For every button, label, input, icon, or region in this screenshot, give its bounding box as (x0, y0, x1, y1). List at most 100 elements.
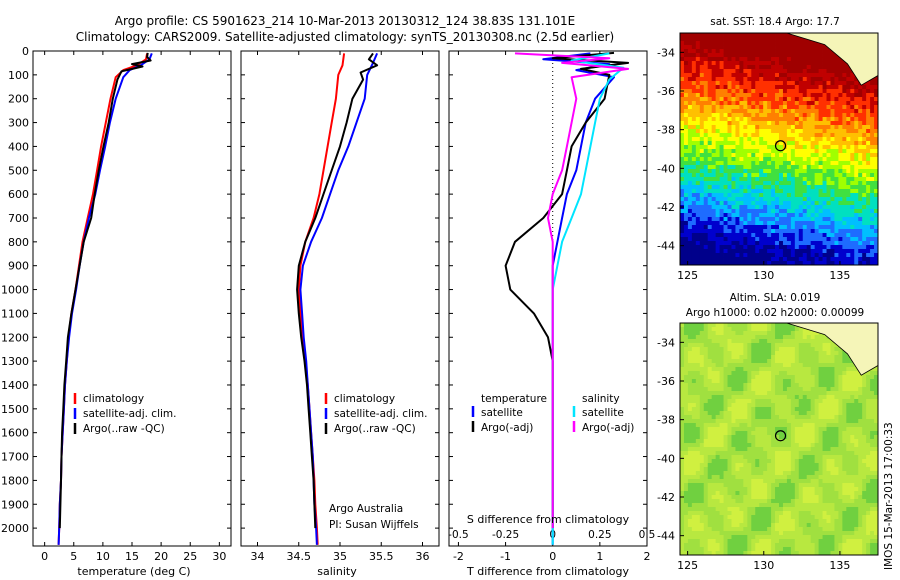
map-cell (683, 157, 689, 162)
map-cell (862, 157, 867, 162)
map-cell (786, 101, 792, 106)
map-cell (727, 359, 732, 364)
map-cell (794, 49, 800, 54)
map-cell (680, 141, 685, 146)
map-cell (858, 109, 863, 114)
map-cell (691, 213, 697, 218)
map-cell (715, 335, 720, 340)
map-cell (707, 209, 713, 214)
map-cell (715, 245, 720, 250)
map-cell (775, 245, 780, 250)
map-cell (810, 387, 816, 392)
map-cell (739, 145, 744, 150)
map-cell (687, 193, 693, 198)
map-cell (747, 53, 752, 58)
map-cell (830, 117, 835, 122)
map-cell (806, 451, 812, 456)
map-cell (830, 205, 835, 210)
map-cell (755, 363, 760, 368)
map-cell (699, 157, 705, 162)
map-cell (767, 411, 772, 416)
map-cell (866, 201, 871, 206)
map-cell (699, 97, 705, 102)
map-cell (798, 73, 804, 78)
map-cell (822, 245, 827, 250)
map-cell (759, 249, 764, 254)
map-cell (830, 109, 835, 114)
map-cell (723, 189, 728, 194)
temperature-xlabel: temperature (deg C) (77, 565, 190, 578)
x-tick-label: 36 (416, 550, 430, 563)
map-cell (775, 37, 780, 42)
map-cell (743, 161, 748, 166)
map-cell (687, 225, 693, 230)
map-cell (854, 101, 859, 106)
map-cell (743, 109, 748, 114)
map-cell (763, 153, 768, 158)
map-cell (790, 367, 796, 372)
map-cell (767, 443, 772, 448)
map-cell (814, 261, 819, 265)
map-cell (802, 201, 808, 206)
map-cell (763, 65, 768, 70)
map-cell (790, 355, 796, 360)
map-cell (759, 347, 764, 352)
map-cell (767, 41, 772, 46)
map-cell (806, 169, 812, 174)
map-cell (743, 391, 748, 396)
map-cell (751, 463, 756, 468)
map-cell (739, 69, 744, 74)
map-cell (838, 165, 843, 170)
map-cell (786, 41, 792, 46)
map-cell (731, 145, 736, 150)
map-cell (727, 347, 732, 352)
map-cell (723, 145, 728, 150)
map-cell (735, 121, 740, 126)
map-cell (711, 153, 717, 158)
map-cell (699, 101, 705, 106)
map-cell (806, 113, 812, 118)
map-cell (743, 141, 748, 146)
map-cell (779, 463, 784, 468)
map-cell (695, 455, 701, 460)
map-cell (790, 387, 796, 392)
map-cell (695, 109, 701, 114)
map-cell (802, 149, 808, 154)
map-cell (680, 113, 685, 118)
map-cell (870, 435, 875, 440)
map-cell (691, 379, 697, 384)
map-cell (731, 185, 736, 190)
map-cell (759, 41, 764, 46)
x-tick-label: 15 (125, 550, 139, 563)
map-cell (747, 181, 752, 186)
map-cell (786, 463, 792, 468)
map-cell (802, 37, 808, 42)
map-cell (802, 257, 808, 262)
map-cell (715, 45, 720, 50)
map-cell (695, 217, 701, 222)
map-cell (782, 193, 788, 198)
map-cell (870, 253, 875, 258)
map-cell (680, 423, 685, 428)
map-cell (747, 117, 752, 122)
map-cell (759, 423, 764, 428)
map-cell (687, 161, 693, 166)
map-cell (743, 435, 748, 440)
map-cell (838, 257, 843, 262)
map-cell (850, 367, 855, 372)
map-cell (747, 359, 752, 364)
map-cell (743, 185, 748, 190)
map-cell (779, 395, 784, 400)
map-cell (727, 173, 732, 178)
map-cell (687, 221, 693, 226)
map-cell (715, 169, 720, 174)
map-cell (858, 443, 863, 448)
map-cell (806, 395, 812, 400)
map-cell (731, 105, 736, 110)
map-cell (739, 399, 744, 404)
map-cell (723, 229, 728, 234)
map-cell (782, 165, 788, 170)
map-cell (731, 257, 736, 262)
map-cell (691, 323, 697, 328)
map-cell (814, 257, 819, 262)
